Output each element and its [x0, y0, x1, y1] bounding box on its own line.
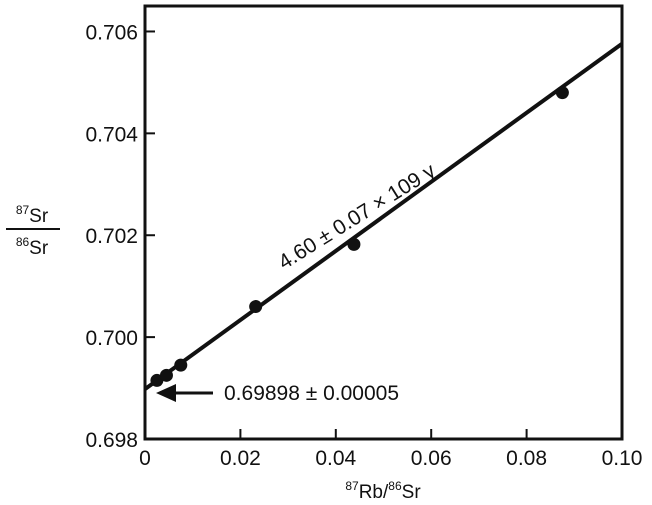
y-tick-label: 0.704: [85, 123, 138, 146]
data-point: [174, 358, 188, 372]
y-tick-label: 0.698: [85, 429, 138, 452]
svg-text:87Sr: 87Sr: [16, 203, 49, 227]
data-point: [159, 368, 173, 382]
x-tick-label: 0.10: [602, 447, 643, 470]
y-tick-label: 0.706: [85, 21, 138, 44]
x-tick-label: 0.02: [220, 447, 261, 470]
data-point: [249, 300, 263, 314]
intercept-annotation: 0.69898 ± 0.00005: [224, 382, 399, 405]
x-axis-ticks: 0 0.02 0.04 0.06 0.08 0.10: [139, 429, 642, 470]
x-tick-label: 0: [139, 447, 151, 470]
y-tick-label: 0.702: [85, 225, 138, 248]
data-point: [150, 373, 164, 387]
x-tick-label: 0.08: [506, 447, 547, 470]
data-point: [347, 237, 361, 251]
y-tick-label: 0.700: [85, 327, 138, 350]
svg-text:86Sr: 86Sr: [16, 235, 49, 259]
x-tick-label: 0.06: [411, 447, 452, 470]
intercept-arrow: [156, 384, 213, 402]
data-point: [555, 86, 569, 100]
y-axis-ticks: 0.698 0.700 0.702 0.704 0.706: [85, 21, 155, 452]
plot-frame: [143, 4, 624, 441]
age-annotation: 4.60 ± 0.07 × 109 y: [274, 159, 439, 274]
data-points: [150, 86, 569, 387]
y-axis-title: 87Sr 86Sr: [6, 203, 60, 259]
x-tick-label: 0.04: [315, 447, 356, 470]
x-axis-title: 87Rb/86Sr: [345, 479, 421, 503]
isochron-fit-line: [143, 42, 624, 391]
